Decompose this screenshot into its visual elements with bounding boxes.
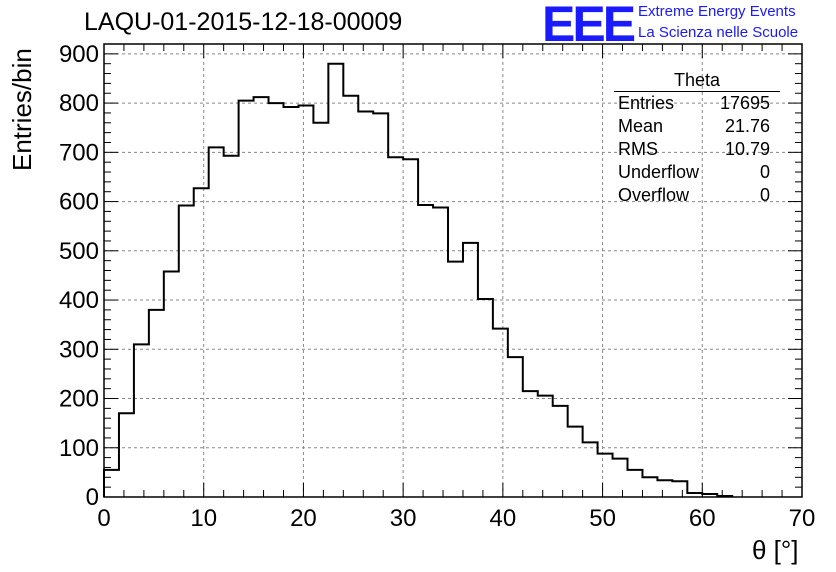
stats-label: Overflow <box>618 185 690 205</box>
histogram-bin <box>583 442 598 497</box>
y-tick-label: 0 <box>86 484 99 511</box>
histogram-bin <box>388 157 403 497</box>
x-tick-label: 70 <box>789 505 816 532</box>
logo-text-line-2: La Scienza nelle Scuole <box>638 24 799 41</box>
histogram-bin <box>687 493 702 497</box>
x-tick-label: 0 <box>97 505 110 532</box>
stats-label: Mean <box>618 116 664 136</box>
histogram-bin <box>493 329 508 497</box>
histogram-bin <box>463 243 478 497</box>
stats-value: 21.76 <box>724 116 770 136</box>
histogram-bin <box>179 206 194 497</box>
stats-title: Theta <box>614 70 780 92</box>
y-tick-label: 800 <box>59 90 99 117</box>
histogram-bin <box>328 64 343 497</box>
histogram-bin <box>418 205 433 497</box>
histogram-bin <box>553 406 568 497</box>
histogram-bin <box>164 271 179 497</box>
x-tick-label: 40 <box>490 505 517 532</box>
histogram-bin <box>104 470 119 497</box>
histogram-bin <box>269 103 284 497</box>
histogram-bin <box>134 344 149 497</box>
x-tick-label: 20 <box>290 505 317 532</box>
stats-row-entries: Entries 17695 <box>608 92 780 115</box>
stats-row-overflow: Overflow 0 <box>608 184 780 207</box>
histogram-bin <box>119 413 134 497</box>
histogram-bin <box>508 357 523 497</box>
y-tick-label: 400 <box>59 287 99 314</box>
stats-box: Theta Entries 17695 Mean 21.76 RMS 10.79… <box>608 70 780 207</box>
histogram-bin <box>283 107 298 497</box>
histogram-bin <box>702 494 717 497</box>
y-tick-label: 900 <box>59 41 99 68</box>
stats-row-rms: RMS 10.79 <box>608 138 780 161</box>
histogram-bin <box>613 459 628 497</box>
histogram-bin <box>642 477 657 497</box>
y-tick-label: 100 <box>59 435 99 462</box>
histogram-bin <box>433 207 448 497</box>
histogram-bin <box>538 396 553 497</box>
histogram-bin <box>523 391 538 497</box>
histogram-bin <box>254 97 269 497</box>
histogram-bin <box>672 481 687 497</box>
stats-label: Entries <box>618 93 675 113</box>
histogram-bin <box>313 123 328 497</box>
histogram-bin <box>448 262 463 497</box>
y-tick-label: 700 <box>59 139 99 166</box>
histogram-bin <box>478 299 493 497</box>
y-axis-label: Entries/bin <box>7 48 37 171</box>
eee-logo: EEE <box>542 0 636 52</box>
histogram-bin <box>149 310 164 497</box>
histogram-bin <box>657 480 672 497</box>
stats-row-underflow: Underflow 0 <box>608 161 780 184</box>
stats-value: 10.79 <box>724 139 770 159</box>
histogram-bin <box>343 96 358 497</box>
histogram-bin <box>403 159 418 497</box>
stats-label: RMS <box>618 139 658 159</box>
logo-text-line-1: Extreme Energy Events <box>638 3 796 20</box>
x-tick-label: 10 <box>190 505 217 532</box>
chart-title: LAQU-01-2015-12-18-00009 <box>84 8 403 36</box>
y-tick-label: 500 <box>59 238 99 265</box>
stats-row-mean: Mean 21.76 <box>608 115 780 138</box>
histogram-bin <box>568 427 583 497</box>
x-axis-label: θ [°] <box>752 535 799 565</box>
x-tick-label: 50 <box>589 505 616 532</box>
histogram-bin <box>298 106 313 497</box>
stats-value: 0 <box>759 185 770 205</box>
histogram-bin <box>358 111 373 497</box>
histogram-bin <box>598 454 613 497</box>
histogram-bin <box>373 113 388 497</box>
stats-label: Underflow <box>618 162 700 182</box>
y-tick-label: 200 <box>59 386 99 413</box>
x-tick-label: 60 <box>689 505 716 532</box>
histogram-bin <box>209 147 224 497</box>
histogram-bin <box>194 188 209 497</box>
histogram-bin <box>628 470 643 497</box>
plot-frame <box>103 43 803 498</box>
histogram-outline <box>103 62 734 498</box>
stats-value: 17695 <box>719 93 770 113</box>
histogram-bin <box>717 496 732 497</box>
stats-value: 0 <box>759 162 770 182</box>
histogram-bin <box>224 156 239 497</box>
histogram-bin <box>239 101 254 497</box>
y-tick-label: 600 <box>59 189 99 216</box>
y-tick-label: 300 <box>59 336 99 363</box>
x-tick-label: 30 <box>390 505 417 532</box>
